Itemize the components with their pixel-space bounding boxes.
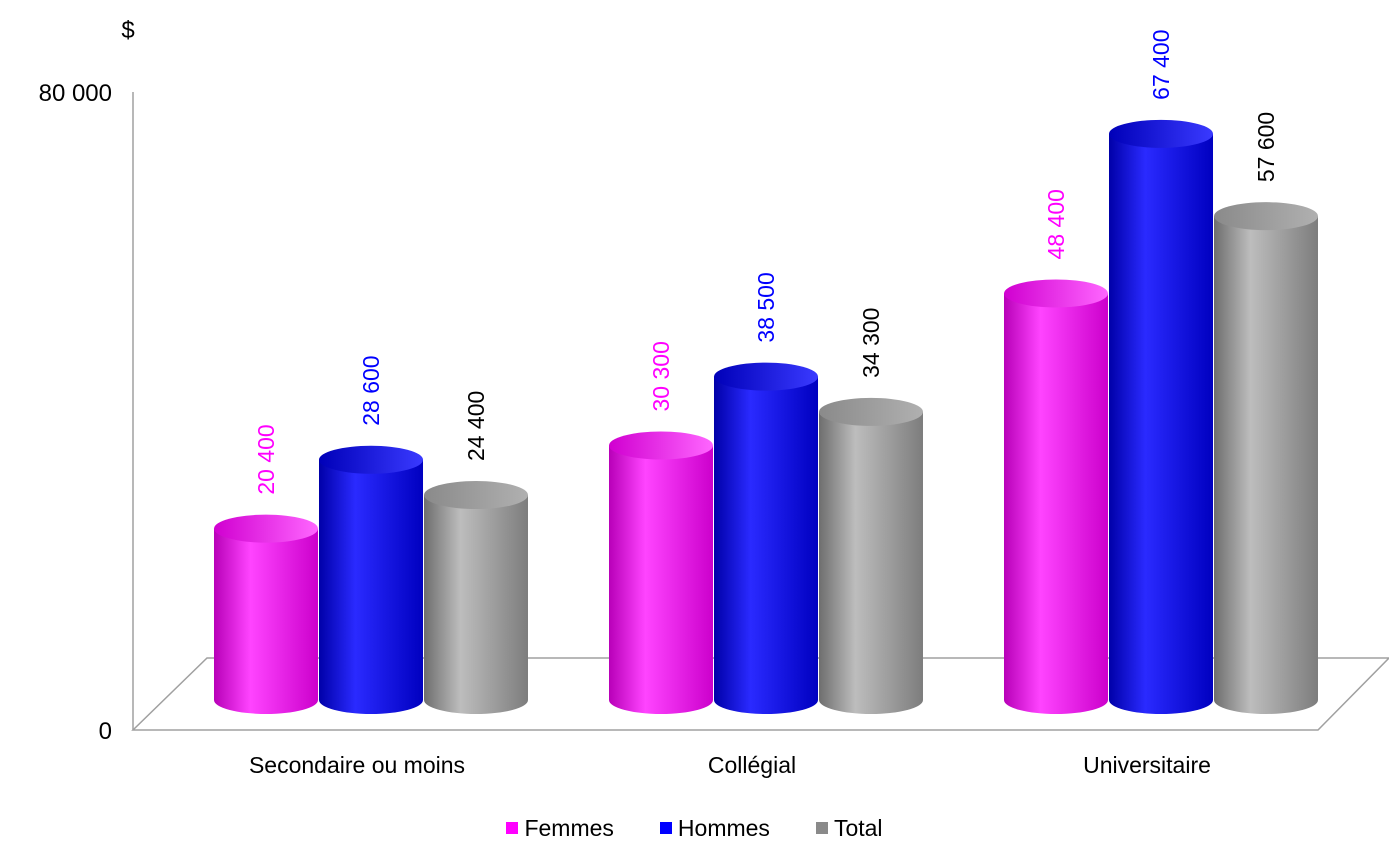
x-tick-label: Universitaire [1083, 752, 1211, 778]
bar-top [1214, 202, 1318, 231]
data-label: 57 600 [1253, 112, 1279, 182]
bar: 24 400 [424, 391, 528, 714]
bar: 20 400 [214, 424, 318, 714]
bar: 38 500 [714, 272, 818, 714]
bar-body [819, 411, 923, 714]
data-label: 30 300 [648, 341, 674, 411]
legend-swatch [659, 822, 672, 834]
y-tick-label: 80 000 [39, 80, 112, 107]
data-label: 24 400 [463, 391, 489, 461]
data-label: 67 400 [1148, 29, 1174, 99]
bar: 48 400 [1004, 189, 1108, 714]
legend-item: Total [815, 813, 883, 843]
legend-swatch [506, 822, 519, 834]
bar-body [1109, 133, 1213, 715]
legend-label: Femmes [524, 814, 614, 841]
bar-body [319, 459, 423, 714]
bar-top [214, 514, 318, 543]
bar-body [424, 495, 528, 714]
bar-body [609, 445, 713, 714]
data-label: 48 400 [1043, 189, 1069, 259]
bar: 30 300 [609, 341, 713, 714]
y-tick-label: 0 [99, 718, 112, 745]
data-label: 38 500 [753, 272, 779, 342]
bar: 28 600 [319, 355, 423, 714]
data-label: 34 300 [858, 308, 884, 378]
bar-top [819, 397, 923, 426]
bar-top [1109, 119, 1213, 148]
bar-top [609, 431, 713, 460]
bar: 34 300 [819, 308, 923, 714]
x-tick-label: Collégial [708, 752, 796, 778]
bar-body [714, 376, 818, 714]
legend-item: Hommes [659, 813, 770, 843]
y-unit-label: $ [121, 17, 134, 44]
legend-label: Total [833, 814, 883, 841]
bar-body [214, 528, 318, 714]
bar: 67 400 [1109, 29, 1213, 715]
data-label: 20 400 [253, 424, 279, 494]
bar-top [424, 481, 528, 510]
chart-legend: Femmes Hommes Total [0, 813, 1389, 843]
data-label: 28 600 [358, 355, 384, 425]
legend-label: Hommes [677, 814, 770, 841]
bar-top [714, 362, 818, 391]
bar: 57 600 [1214, 112, 1318, 714]
bar-top [1004, 279, 1108, 308]
legend-swatch [815, 822, 828, 834]
bar-body [1004, 293, 1108, 714]
bar-top [319, 445, 423, 474]
bar-body [1214, 216, 1318, 714]
legend-item: Femmes [506, 813, 614, 843]
x-tick-label: Secondaire ou moins [249, 752, 465, 778]
